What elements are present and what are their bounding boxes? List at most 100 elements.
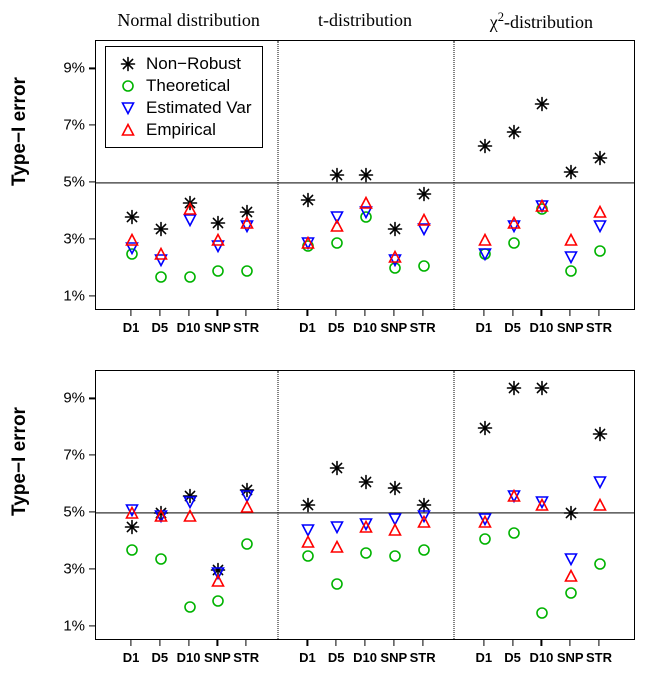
- data-point-estimated-var: [211, 239, 225, 253]
- data-point-theoretical: [417, 543, 431, 557]
- reference-line-5pct: [96, 513, 634, 514]
- data-point-estimated-var: [593, 219, 607, 233]
- data-point-estimated-var: [240, 219, 254, 233]
- data-point-estimated-var: [211, 566, 225, 580]
- data-point-empirical: [330, 540, 344, 554]
- x-tick-label: D5: [504, 320, 521, 335]
- legend-swatch-icon: [114, 97, 142, 119]
- data-point-non-robust: [388, 481, 402, 495]
- reference-line-5pct: [96, 183, 634, 184]
- data-point-empirical: [125, 233, 139, 247]
- legend-item-non-robust: Non−Robust: [114, 53, 252, 75]
- y-tick-label: 9%: [63, 390, 85, 407]
- y-tick-label: 9%: [63, 60, 85, 77]
- x-tick: [364, 640, 365, 646]
- data-point-theoretical: [564, 586, 578, 600]
- y-tick: [89, 182, 95, 183]
- y-tick: [89, 455, 95, 456]
- data-point-estimated-var: [507, 489, 521, 503]
- data-point-non-robust: [535, 381, 549, 395]
- data-point-theoretical: [240, 537, 254, 551]
- data-point-estimated-var: [330, 520, 344, 534]
- group-separator: [454, 41, 455, 309]
- x-tick: [130, 310, 131, 316]
- data-point-empirical: [417, 515, 431, 529]
- data-point-empirical: [564, 569, 578, 583]
- x-tick: [483, 310, 484, 316]
- x-tick: [541, 640, 542, 646]
- data-point-empirical: [154, 509, 168, 523]
- data-point-non-robust: [535, 97, 549, 111]
- data-point-empirical: [240, 216, 254, 230]
- x-tick-label: D5: [151, 320, 168, 335]
- legend-swatch-icon: [114, 53, 142, 75]
- y-tick-label: 1%: [63, 287, 85, 304]
- data-point-estimated-var: [183, 213, 197, 227]
- x-tick: [246, 640, 247, 646]
- data-point-theoretical: [417, 259, 431, 273]
- data-point-non-robust: [183, 196, 197, 210]
- x-tick: [598, 310, 599, 316]
- data-point-estimated-var: [388, 253, 402, 267]
- legend-swatch-icon: [114, 119, 142, 141]
- panel-group-header: Normal distribution: [117, 10, 260, 31]
- data-point-estimated-var: [535, 495, 549, 509]
- data-point-non-robust: [125, 210, 139, 224]
- x-tick-label: D5: [504, 650, 521, 665]
- x-tick-label: D5: [151, 650, 168, 665]
- data-point-theoretical: [478, 532, 492, 546]
- data-point-non-robust: [507, 381, 521, 395]
- data-point-empirical: [535, 498, 549, 512]
- data-point-empirical: [507, 489, 521, 503]
- x-tick-label: D1: [475, 650, 492, 665]
- x-tick: [336, 640, 337, 646]
- x-tick-label: STR: [233, 320, 259, 335]
- x-tick-label: STR: [586, 650, 612, 665]
- x-tick: [570, 640, 571, 646]
- data-point-empirical: [388, 523, 402, 537]
- chart-panel-bottom: [95, 370, 635, 640]
- x-tick: [483, 640, 484, 646]
- data-point-estimated-var: [478, 247, 492, 261]
- x-tick: [217, 640, 218, 646]
- x-tick-label: D1: [299, 650, 316, 665]
- data-point-empirical: [564, 233, 578, 247]
- y-tick: [89, 398, 95, 399]
- data-point-theoretical: [478, 247, 492, 261]
- y-axis-label-top: Type−I error: [9, 166, 31, 186]
- data-point-theoretical: [593, 557, 607, 571]
- x-tick: [246, 310, 247, 316]
- x-tick: [188, 310, 189, 316]
- data-point-non-robust: [330, 168, 344, 182]
- data-point-theoretical: [564, 264, 578, 278]
- data-point-estimated-var: [417, 222, 431, 236]
- legend-label: Empirical: [146, 120, 216, 140]
- data-point-estimated-var: [564, 250, 578, 264]
- x-tick: [422, 640, 423, 646]
- x-tick: [188, 640, 189, 646]
- data-point-estimated-var: [301, 236, 315, 250]
- x-tick-label: SNP: [204, 320, 231, 335]
- data-point-non-robust: [564, 165, 578, 179]
- y-tick: [89, 68, 95, 69]
- x-tick-label: D1: [123, 320, 140, 335]
- data-point-estimated-var: [301, 523, 315, 537]
- data-point-estimated-var: [507, 219, 521, 233]
- y-tick-label: 5%: [63, 504, 85, 521]
- data-point-empirical: [478, 515, 492, 529]
- data-point-estimated-var: [359, 517, 373, 531]
- y-tick-label: 3%: [63, 560, 85, 577]
- data-point-empirical: [359, 520, 373, 534]
- x-tick: [393, 640, 394, 646]
- data-point-non-robust: [125, 520, 139, 534]
- group-separator: [277, 371, 278, 639]
- x-tick-label: D5: [328, 320, 345, 335]
- data-point-estimated-var: [240, 489, 254, 503]
- x-tick-label: SNP: [557, 650, 584, 665]
- data-point-non-robust: [330, 461, 344, 475]
- y-tick-label: 5%: [63, 174, 85, 191]
- x-tick-label: SNP: [204, 650, 231, 665]
- x-tick-label: D1: [123, 650, 140, 665]
- figure-root: Normal distributiont-distributionχ2-dist…: [0, 0, 665, 674]
- data-point-estimated-var: [564, 552, 578, 566]
